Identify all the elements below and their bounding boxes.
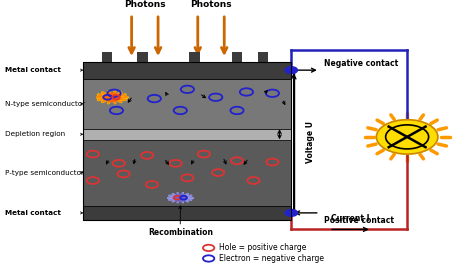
FancyBboxPatch shape	[83, 206, 292, 220]
FancyBboxPatch shape	[137, 52, 148, 62]
Text: Hole = positive charge: Hole = positive charge	[219, 243, 306, 252]
Text: Metal contact: Metal contact	[5, 210, 61, 216]
Text: Photons: Photons	[124, 0, 165, 9]
Text: Current I: Current I	[331, 214, 370, 223]
FancyBboxPatch shape	[83, 140, 292, 206]
Text: Photons: Photons	[190, 0, 232, 9]
Text: Recombination: Recombination	[148, 228, 213, 237]
Circle shape	[104, 93, 119, 102]
Circle shape	[285, 67, 298, 74]
FancyBboxPatch shape	[83, 62, 292, 79]
Text: N-type semiconductor: N-type semiconductor	[5, 101, 86, 107]
FancyBboxPatch shape	[83, 129, 292, 140]
Text: Voltage U: Voltage U	[306, 121, 315, 163]
Text: Positive contact: Positive contact	[324, 216, 394, 225]
Circle shape	[174, 194, 186, 201]
Text: Depletion region: Depletion region	[5, 131, 65, 137]
Text: Negative contact: Negative contact	[324, 59, 399, 68]
FancyBboxPatch shape	[258, 52, 268, 62]
FancyBboxPatch shape	[83, 79, 292, 129]
Text: P-type semiconductor: P-type semiconductor	[5, 170, 84, 175]
Text: Electron = negative charge: Electron = negative charge	[219, 254, 324, 263]
FancyBboxPatch shape	[102, 52, 112, 62]
Text: Metal contact: Metal contact	[5, 67, 61, 73]
Circle shape	[376, 120, 438, 154]
FancyBboxPatch shape	[232, 52, 242, 62]
Circle shape	[285, 210, 298, 216]
FancyBboxPatch shape	[189, 52, 200, 62]
